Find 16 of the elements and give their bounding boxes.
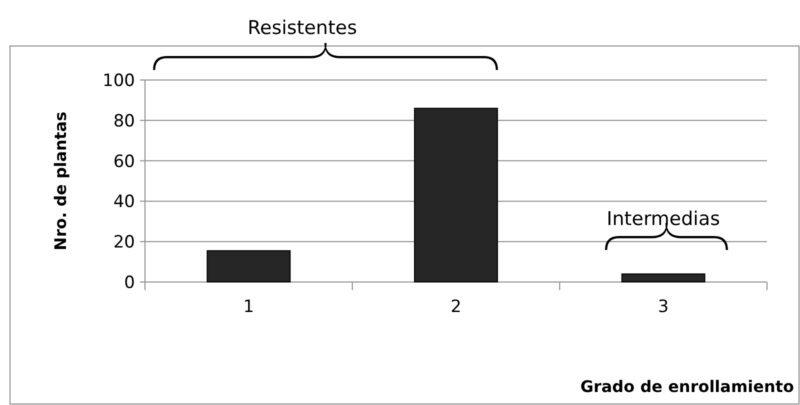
y-tick-label: 80 [113, 111, 135, 132]
y-tick-label: 0 [124, 272, 135, 293]
y-tick-label: 100 [102, 70, 135, 91]
annotation: Intermedias [606, 208, 720, 230]
y-tick-label: 20 [113, 232, 135, 253]
bar [414, 108, 498, 282]
x-axis-title: Grado de enrollamiento [580, 377, 794, 396]
x-tick-label: 2 [450, 297, 462, 317]
x-tick-label: 1 [243, 297, 254, 317]
y-axis-title: Nro. de plantas [51, 112, 70, 250]
x-tick-label: 3 [658, 297, 669, 317]
y-tick-label: 40 [113, 192, 135, 212]
bar [206, 250, 291, 282]
bar [621, 273, 706, 282]
text: Resistentes [248, 17, 358, 39]
y-tick-label: 60 [113, 152, 135, 172]
